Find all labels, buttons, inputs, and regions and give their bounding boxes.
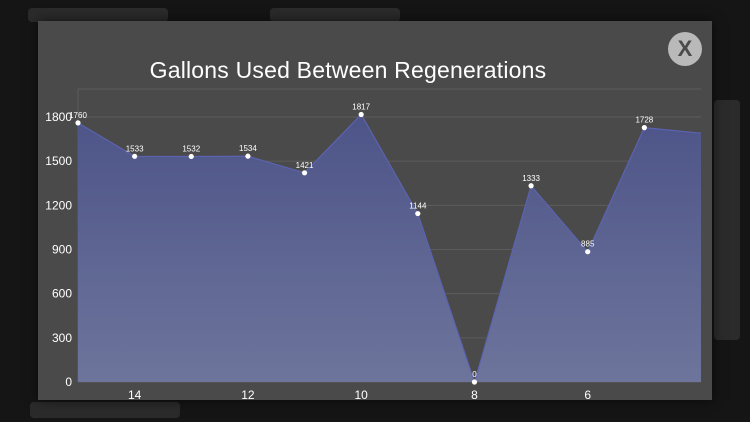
data-point: [585, 249, 591, 255]
data-label: 1728: [635, 116, 653, 125]
marker-layer: [75, 111, 647, 385]
y-tick-label: 1800: [45, 110, 72, 124]
y-tick-label: 900: [52, 243, 72, 257]
data-label: 1333: [522, 174, 540, 183]
chart-modal: Gallons Used Between Regenerations X 176…: [38, 21, 712, 400]
data-label: 885: [581, 240, 595, 249]
background-header-right: [270, 8, 400, 22]
axis-layer: 0 300 600 900 1200 1500 1800 14 12 10 8 6: [45, 110, 591, 400]
series-line: [77, 113, 702, 385]
data-label: 1532: [182, 144, 200, 153]
data-point: [75, 120, 81, 126]
y-tick-label: 1200: [45, 198, 72, 212]
data-point: [641, 125, 647, 131]
data-point: [132, 153, 138, 159]
y-tick-label: 600: [52, 287, 72, 301]
data-label: 0: [472, 370, 477, 379]
background-header: [28, 8, 168, 22]
label-layer: 1760 1533 1532 1534 1421 1817 1144 0 1333 885 1728: [69, 102, 654, 379]
data-label: 1817: [352, 102, 370, 111]
x-tick-label: 8: [471, 388, 478, 400]
data-label: 1760: [69, 111, 87, 120]
data-label: 1534: [239, 144, 257, 153]
area-layer: [77, 113, 702, 385]
data-point: [301, 170, 308, 176]
data-label: 1533: [126, 144, 144, 153]
data-point: [188, 153, 194, 160]
area-chart: 1760 1533 1532 1534 1421 1817 1144 0 1333 885 1728…: [45, 88, 702, 400]
data-label: 1144: [409, 202, 427, 211]
data-point: [358, 111, 364, 118]
y-tick-label: 0: [65, 375, 72, 389]
background-footer: [30, 402, 180, 418]
data-point: [245, 153, 251, 159]
y-tick-label: 1500: [45, 154, 72, 168]
data-point: [528, 183, 534, 189]
close-button[interactable]: X: [668, 32, 702, 66]
data-label: 1421: [296, 161, 314, 170]
y-tick-label: 300: [52, 331, 72, 345]
area-fill: [78, 114, 701, 382]
modal-title: Gallons Used Between Regenerations: [149, 57, 547, 83]
data-point: [415, 210, 421, 217]
x-tick-label: 10: [355, 388, 369, 400]
x-tick-label: 12: [241, 388, 255, 400]
x-tick-label: 14: [128, 388, 142, 400]
background-side-panel: [714, 100, 740, 340]
x-tick-label: 6: [584, 388, 591, 400]
data-point: [471, 379, 478, 385]
